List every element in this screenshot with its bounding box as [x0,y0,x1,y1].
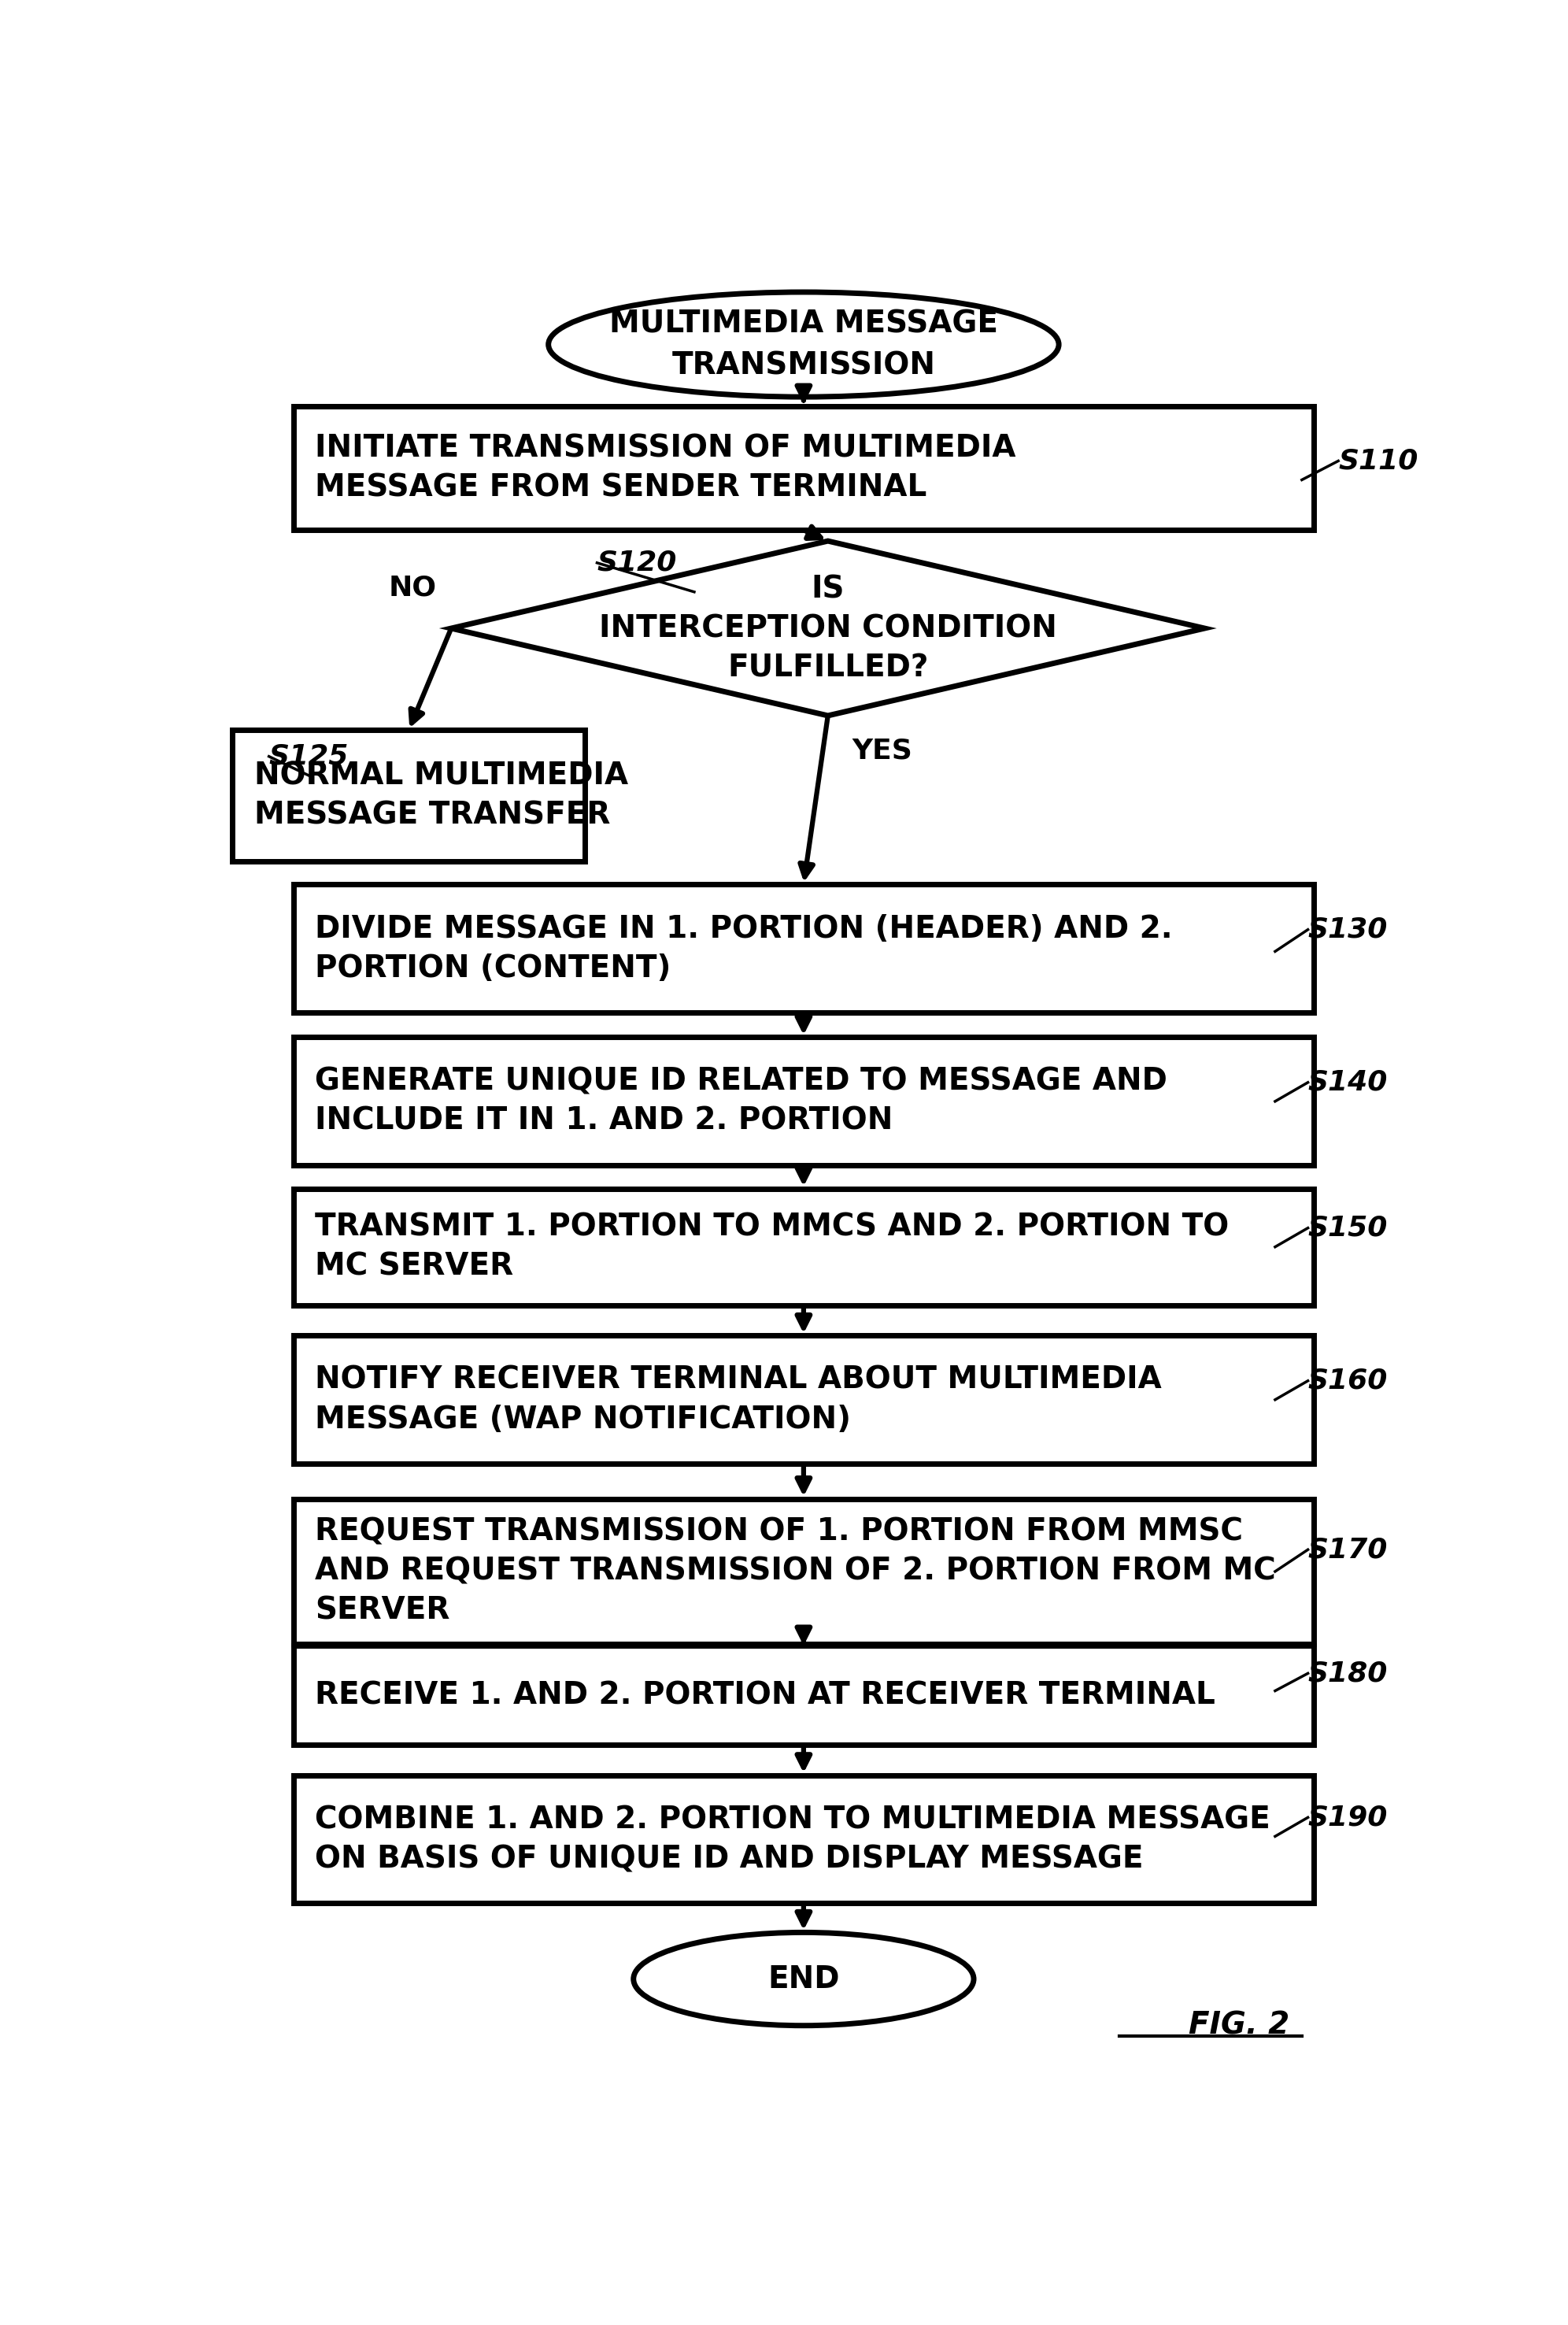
Text: DIVIDE MESSAGE IN 1. PORTION (HEADER) AND 2.
PORTION (CONTENT): DIVIDE MESSAGE IN 1. PORTION (HEADER) AN… [315,914,1173,983]
FancyBboxPatch shape [293,1188,1314,1304]
FancyBboxPatch shape [293,1776,1314,1904]
Ellipse shape [549,293,1058,398]
Text: S190: S190 [1308,1804,1388,1830]
Text: S140: S140 [1308,1070,1388,1095]
Text: S130: S130 [1308,916,1388,944]
Text: S150: S150 [1308,1214,1388,1242]
FancyBboxPatch shape [293,1646,1314,1744]
Text: INITIATE TRANSMISSION OF MULTIMEDIA
MESSAGE FROM SENDER TERMINAL: INITIATE TRANSMISSION OF MULTIMEDIA MESS… [315,432,1016,502]
Polygon shape [452,542,1204,716]
Text: COMBINE 1. AND 2. PORTION TO MULTIMEDIA MESSAGE
ON BASIS OF UNIQUE ID AND DISPLA: COMBINE 1. AND 2. PORTION TO MULTIMEDIA … [315,1804,1270,1874]
Text: END: END [768,1965,839,1995]
Text: NO: NO [389,574,436,600]
Text: RECEIVE 1. AND 2. PORTION AT RECEIVER TERMINAL: RECEIVE 1. AND 2. PORTION AT RECEIVER TE… [315,1681,1215,1711]
FancyBboxPatch shape [232,730,585,860]
Text: TRANSMIT 1. PORTION TO MMCS AND 2. PORTION TO
MC SERVER: TRANSMIT 1. PORTION TO MMCS AND 2. PORTI… [315,1211,1229,1281]
Text: REQUEST TRANSMISSION OF 1. PORTION FROM MMSC
AND REQUEST TRANSMISSION OF 2. PORT: REQUEST TRANSMISSION OF 1. PORTION FROM … [315,1518,1276,1625]
Text: FIG. 2: FIG. 2 [1189,2011,1290,2041]
Text: S170: S170 [1308,1537,1388,1562]
Text: GENERATE UNIQUE ID RELATED TO MESSAGE AND
INCLUDE IT IN 1. AND 2. PORTION: GENERATE UNIQUE ID RELATED TO MESSAGE AN… [315,1067,1168,1137]
FancyBboxPatch shape [293,1335,1314,1465]
FancyBboxPatch shape [293,1500,1314,1644]
FancyBboxPatch shape [293,884,1314,1014]
Text: MULTIMEDIA MESSAGE
TRANSMISSION: MULTIMEDIA MESSAGE TRANSMISSION [610,309,997,381]
Text: NORMAL MULTIMEDIA
MESSAGE TRANSFER: NORMAL MULTIMEDIA MESSAGE TRANSFER [254,760,629,830]
Text: S120: S120 [597,549,677,577]
Text: S160: S160 [1308,1367,1388,1395]
Text: IS
INTERCEPTION CONDITION
FULFILLED?: IS INTERCEPTION CONDITION FULFILLED? [599,574,1057,684]
FancyBboxPatch shape [293,407,1314,530]
Text: NOTIFY RECEIVER TERMINAL ABOUT MULTIMEDIA
MESSAGE (WAP NOTIFICATION): NOTIFY RECEIVER TERMINAL ABOUT MULTIMEDI… [315,1365,1162,1435]
Ellipse shape [633,1932,974,2025]
Text: S110: S110 [1338,446,1417,474]
Text: S125: S125 [270,744,348,770]
Text: YES: YES [853,737,913,765]
Text: S180: S180 [1308,1660,1388,1686]
FancyBboxPatch shape [293,1037,1314,1165]
